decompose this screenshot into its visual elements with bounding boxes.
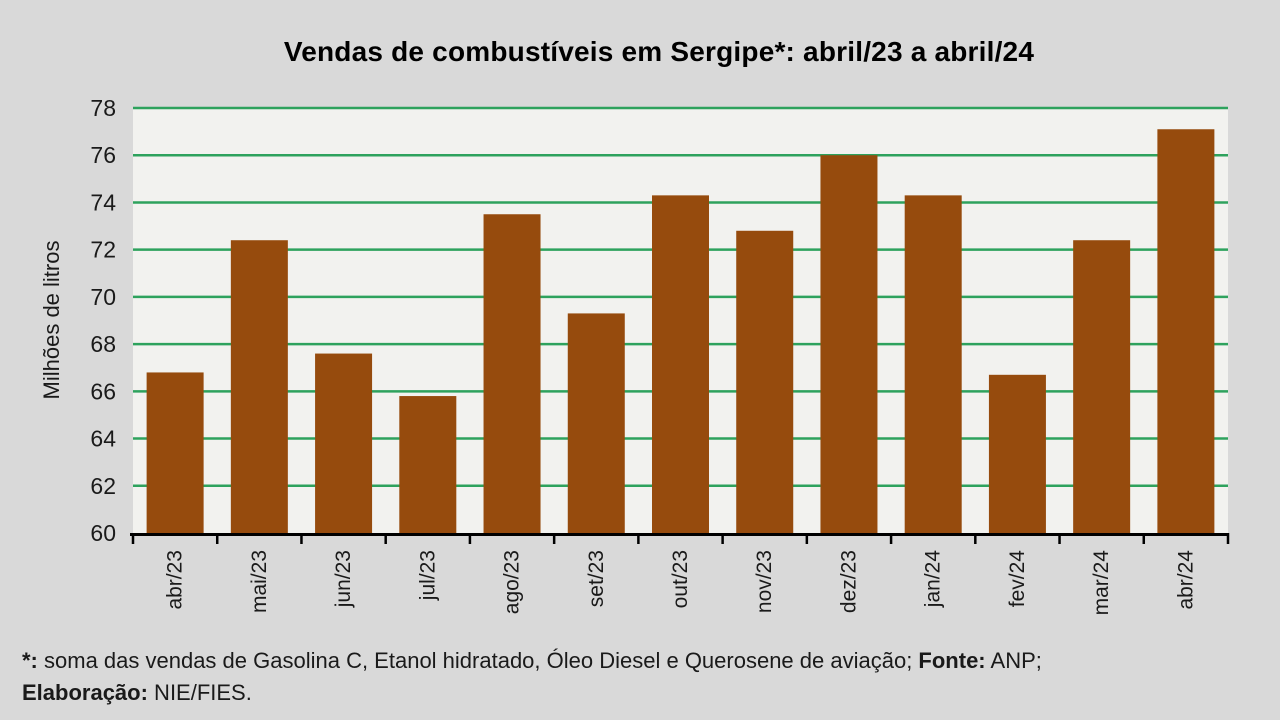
x-tick-label-fev/24: fev/24 [1006,550,1029,608]
x-tick-label-jan/24: jan/24 [922,550,945,609]
footnote-text: NIE/FIES. [147,679,252,705]
bar-mar/24 [1073,240,1131,533]
x-tick-label-mai/23: mai/23 [248,550,271,613]
bar-chart: 60 62 64 66 68 70 72 74 76 78 abr/23 mai/23 jun/23 ju… [90,95,1230,616]
footnote-text: soma das vendas de Gasolina C, Etanol hi… [37,648,919,673]
x-tick-label-abr/24: abr/24 [1174,550,1197,610]
footnote-label: *: [22,648,38,673]
bar-abr/23 [146,372,204,533]
bar-out/23 [652,195,709,533]
x-tick-label-nov/23: nov/23 [753,550,776,613]
footnote-line: *: soma das vendas de Gasolina C, Etanol… [22,645,1262,677]
x-tick-label-jul/23: jul/23 [416,550,439,601]
bar-nov/23 [736,230,794,533]
chart-title: Vendas de combustíveis em Sergipe*: abri… [283,36,1035,67]
x-tick-label-abr/23: abr/23 [164,550,187,610]
y-tick-label-64: 64 [90,426,116,452]
y-tick-label-60: 60 [90,520,116,546]
bar-ago/23 [483,214,541,533]
footnote: *: soma das vendas de Gasolina C, Etanol… [22,645,1262,709]
x-tick-label-out/23: out/23 [669,550,692,608]
bar-mai/23 [230,240,288,533]
x-tick-label-ago/23: ago/23 [501,550,524,614]
x-tick-label-jun/23: jun/23 [332,550,355,608]
bar-jul/23 [399,396,457,533]
y-tick-label-62: 62 [90,473,116,499]
x-tick-label-set/23: set/23 [585,550,608,607]
footnote-text: ANP; [985,648,1042,673]
footnote-label: Elaboração: [22,679,148,705]
bar-jun/23 [315,353,373,533]
bar-jan/24 [904,195,962,533]
y-tick-label-74: 74 [90,189,116,215]
y-tick-label-68: 68 [90,331,116,357]
y-tick-label-78: 78 [90,95,116,121]
bar-abr/24 [1157,129,1215,533]
y-tick-label-66: 66 [90,378,116,404]
x-tick-label-mar/24: mar/24 [1090,550,1113,616]
bar-set/23 [567,313,625,533]
footnote-label: Fonte: [918,648,986,673]
y-tick-label-70: 70 [90,284,116,310]
y-tick-label-76: 76 [90,142,116,168]
bar-fev/24 [988,374,1046,533]
bar-dez/23 [820,155,878,533]
y-tick-label-72: 72 [90,237,116,263]
x-tick-label-dez/23: dez/23 [837,550,860,613]
footnote-line: Elaboração: NIE/FIES. [22,677,1262,709]
